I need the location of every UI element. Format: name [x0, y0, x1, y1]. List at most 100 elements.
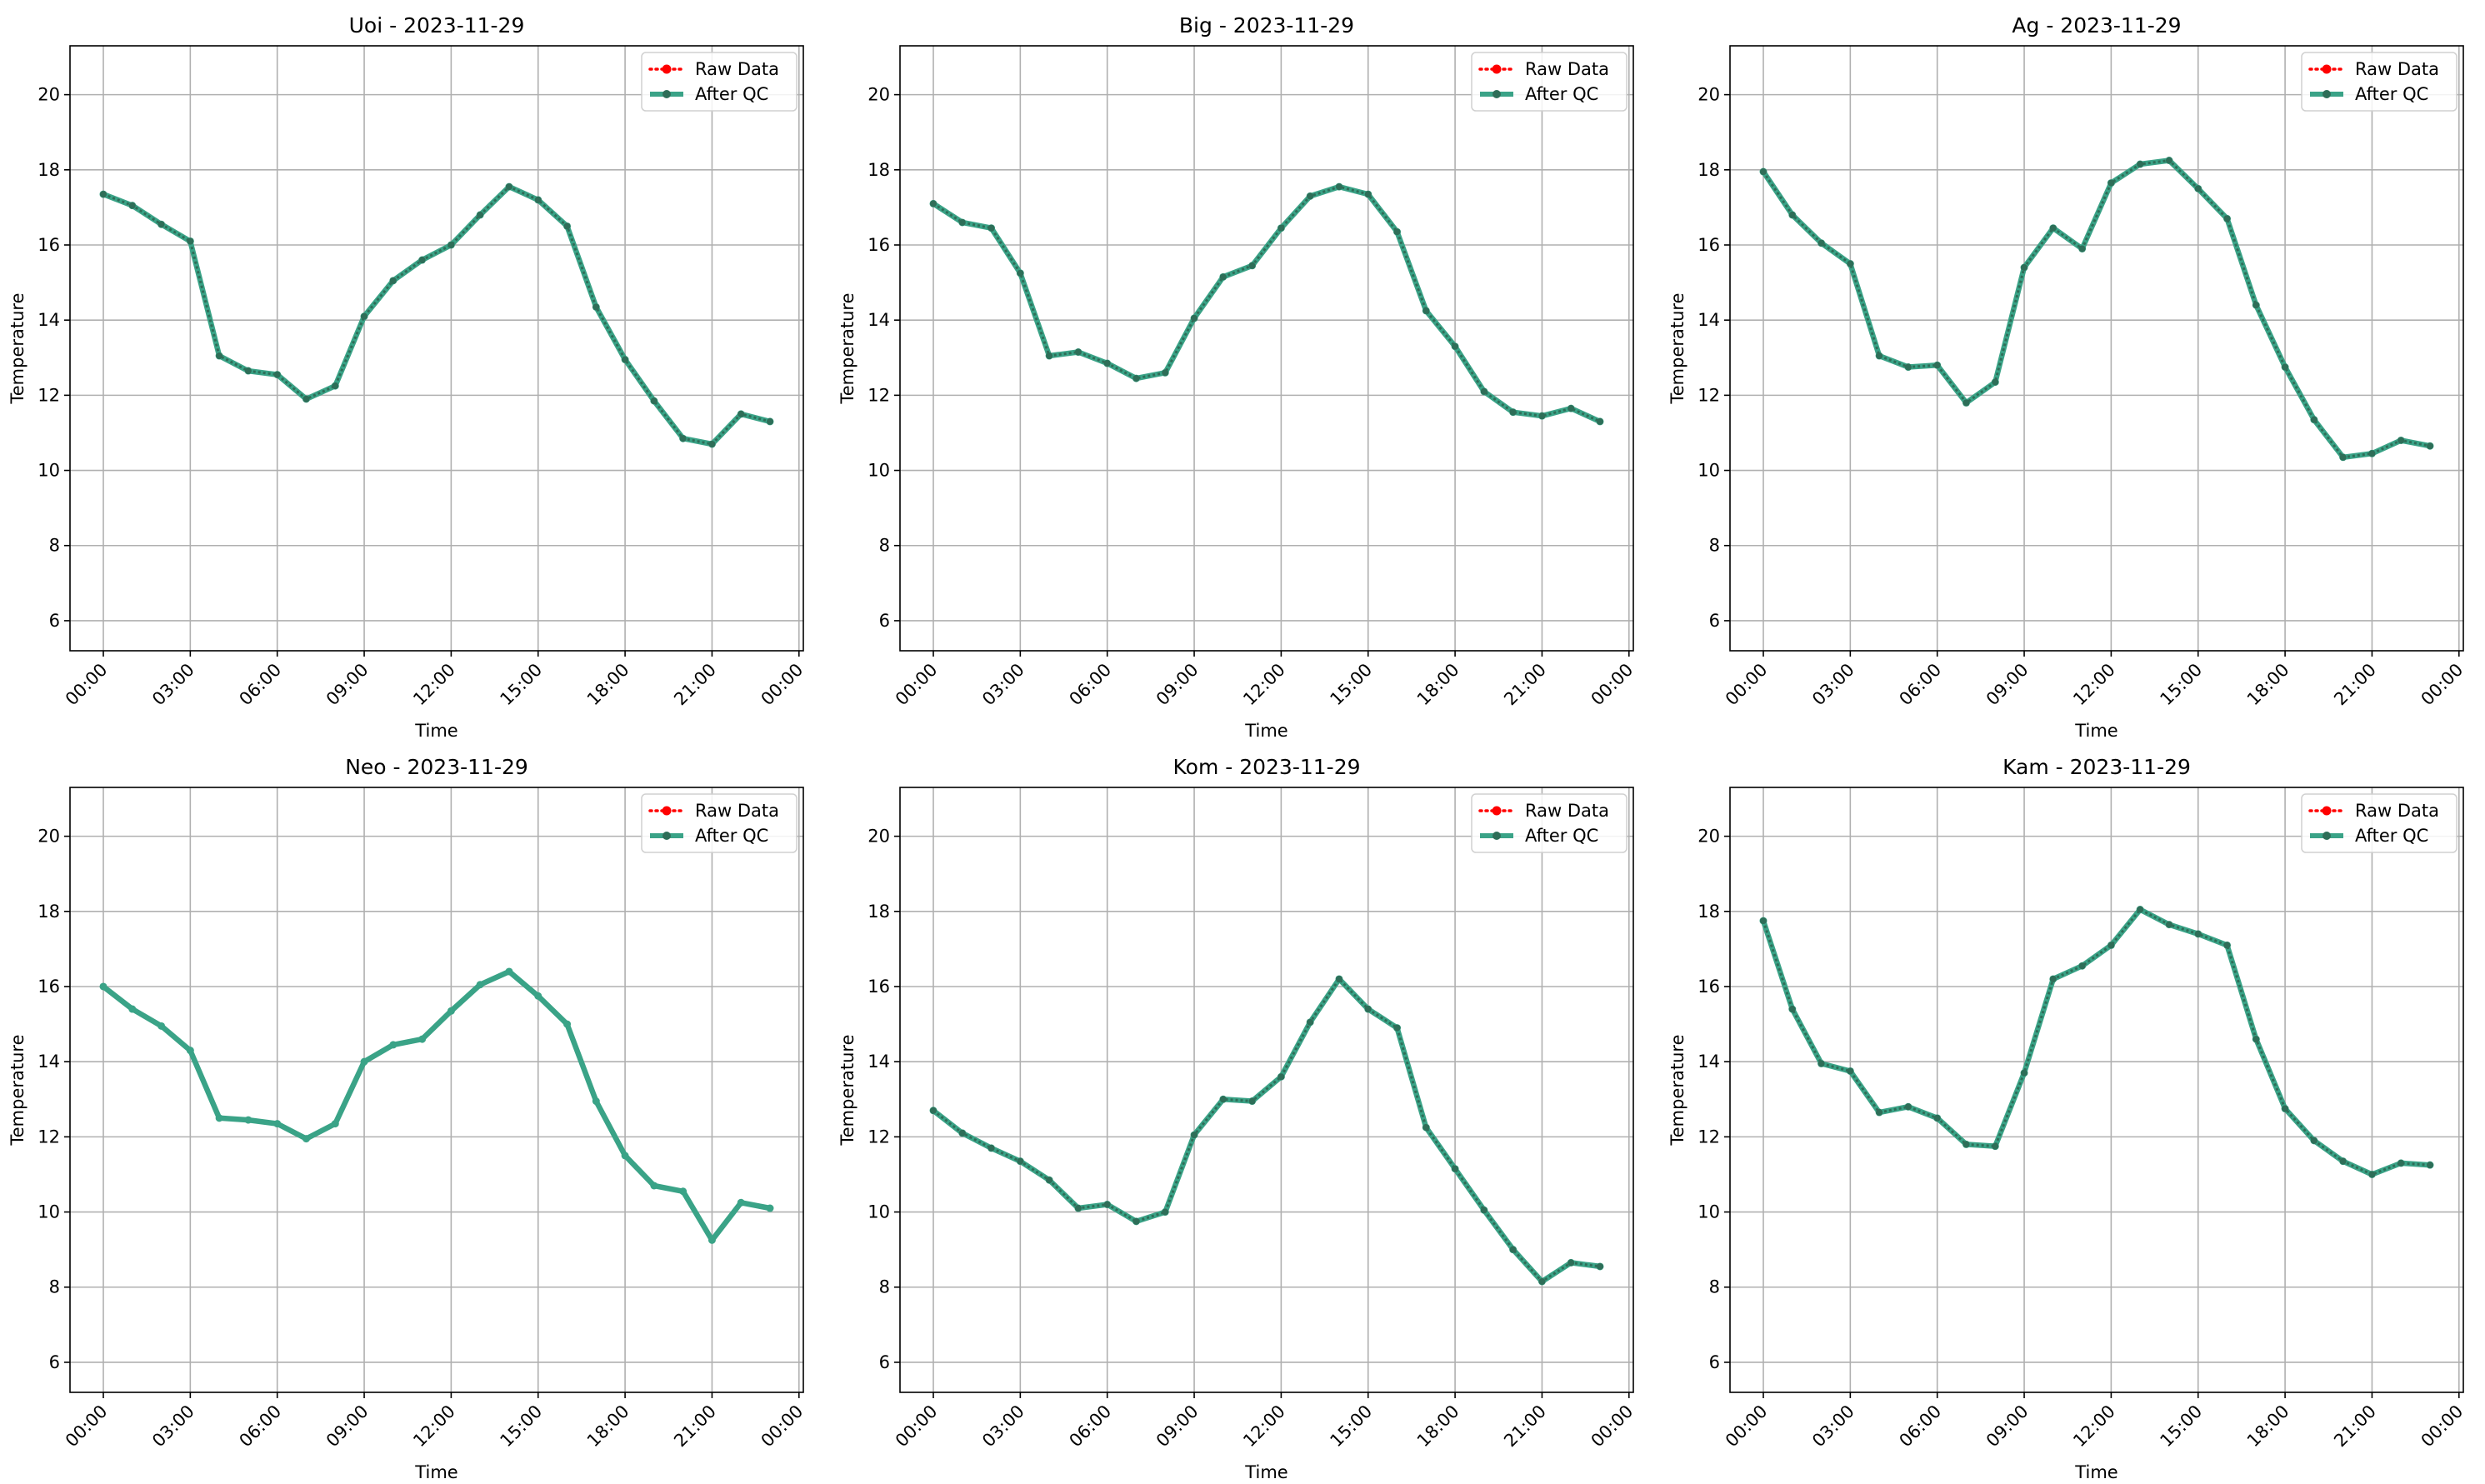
- y-tick-label: 20: [1698, 85, 1720, 105]
- y-tick-label: 14: [38, 310, 60, 330]
- x-tick-label: 03:00: [1808, 1402, 1858, 1452]
- y-axis-label: Temperature: [8, 1034, 28, 1146]
- series-line-raw-data: [1762, 908, 2431, 1176]
- y-tick-label: 20: [868, 85, 890, 105]
- raw-point: [332, 382, 339, 390]
- raw-point: [622, 356, 629, 363]
- legend-raw-marker: [2322, 64, 2332, 74]
- chart-title: Uoi - 2023-11-29: [349, 13, 525, 37]
- x-tick-label: 00:00: [1588, 1402, 1638, 1452]
- raw-point: [2427, 442, 2433, 450]
- qc-point: [99, 982, 108, 991]
- raw-point: [2339, 453, 2347, 461]
- qc-point: [244, 1116, 252, 1124]
- legend: Raw Data After QC: [1471, 52, 1628, 112]
- y-tick-label: 6: [879, 1352, 890, 1372]
- raw-point: [1480, 1207, 1488, 1214]
- legend-qc-marker: [2322, 832, 2331, 840]
- raw-point: [158, 221, 165, 228]
- x-tick-label: 21:00: [1500, 1402, 1550, 1452]
- raw-point: [1847, 1067, 1854, 1075]
- raw-point: [2078, 962, 2086, 970]
- y-tick-label: 12: [38, 1127, 60, 1147]
- raw-point: [708, 440, 716, 447]
- chart-title: Neo - 2023-11-29: [345, 755, 528, 779]
- axes-frame: [899, 45, 1634, 652]
- series-line-raw-data: [932, 977, 1601, 1283]
- raw-point: [1219, 273, 1227, 281]
- raw-point: [1422, 307, 1430, 314]
- raw-point: [1933, 1114, 1941, 1122]
- y-tick-label: 6: [1709, 611, 1720, 631]
- x-axis-label: Time: [1244, 1462, 1288, 1482]
- x-tick-label: 00:00: [758, 1402, 808, 1452]
- x-tick-label: 06:00: [1895, 660, 1945, 710]
- legend-qc-label: After QC: [695, 826, 768, 846]
- x-tick-label: 18:00: [583, 660, 633, 710]
- series-line-after-qc: [930, 183, 1603, 425]
- raw-point: [1248, 1097, 1256, 1105]
- x-tick-label: 09:00: [322, 1402, 372, 1452]
- raw-point: [1132, 1217, 1140, 1225]
- series-line-after-qc: [1760, 157, 2433, 461]
- y-tick-label: 12: [868, 385, 890, 405]
- raw-point: [1307, 1018, 1314, 1026]
- x-tick-label: 03:00: [978, 1402, 1028, 1452]
- axes-frame: [69, 45, 804, 652]
- y-tick-label: 8: [879, 536, 890, 556]
- raw-point: [1597, 1262, 1603, 1270]
- raw-point: [2368, 450, 2376, 457]
- raw-point: [2368, 1171, 2376, 1178]
- raw-point: [2049, 975, 2057, 982]
- raw-point: [2252, 302, 2260, 309]
- raw-point: [930, 1107, 937, 1114]
- y-tick-label: 18: [868, 902, 890, 922]
- series-line-raw-data: [1762, 159, 2431, 459]
- x-tick-label: 12:00: [1239, 660, 1289, 710]
- axes-frame: [899, 787, 1634, 1393]
- legend-raw-marker: [1492, 64, 1502, 74]
- y-tick-label: 8: [879, 1277, 890, 1297]
- raw-point: [1568, 1259, 1575, 1267]
- chart-title: Ag - 2023-11-29: [2012, 13, 2181, 37]
- y-tick-label: 12: [868, 1127, 890, 1147]
- raw-point: [1422, 1124, 1430, 1132]
- y-tick-label: 10: [1698, 1202, 1720, 1222]
- qc-point: [215, 1114, 223, 1122]
- legend-raw-label: Raw Data: [2355, 59, 2439, 79]
- raw-point: [2165, 157, 2172, 164]
- legend: Raw Data After QC: [641, 793, 798, 853]
- x-tick-label: 06:00: [235, 1402, 285, 1452]
- raw-point: [1452, 1165, 1459, 1172]
- y-tick-label: 18: [1698, 160, 1720, 180]
- legend-raw-label: Raw Data: [1525, 801, 1609, 821]
- raw-point: [2223, 942, 2231, 949]
- x-tick-label: 03:00: [148, 1402, 198, 1452]
- raw-point: [1162, 1208, 1169, 1216]
- y-axis-label: Temperature: [1668, 292, 1688, 404]
- qc-point: [331, 1120, 339, 1128]
- legend-raw-label: Raw Data: [695, 59, 779, 79]
- raw-point: [389, 277, 397, 284]
- raw-point: [2021, 264, 2028, 272]
- chart-title: Kom - 2023-11-29: [1173, 755, 1361, 779]
- raw-point: [563, 222, 571, 230]
- raw-point: [505, 183, 512, 191]
- x-axis-label: Time: [1244, 721, 1288, 741]
- y-tick-label: 14: [38, 1052, 60, 1072]
- raw-point: [2049, 224, 2057, 232]
- legend: Raw Data After QC: [1471, 793, 1628, 853]
- axes-frame: [1729, 787, 2464, 1393]
- y-tick-label: 16: [868, 977, 890, 997]
- y-tick-label: 14: [1698, 1052, 1720, 1072]
- legend-qc-marker: [2322, 90, 2331, 98]
- subplot-4: 6 8 10 12 14 16 18 20 00:00 03:00 06:00 09:00 12:00 1…: [838, 755, 1637, 1482]
- x-tick-label: 09:00: [1982, 1402, 2032, 1452]
- grid-lines: [900, 787, 1633, 1392]
- raw-point: [1847, 260, 1854, 267]
- raw-point: [2137, 906, 2144, 913]
- grid-lines: [70, 787, 803, 1392]
- raw-point: [244, 367, 252, 375]
- y-tick-label: 18: [38, 160, 60, 180]
